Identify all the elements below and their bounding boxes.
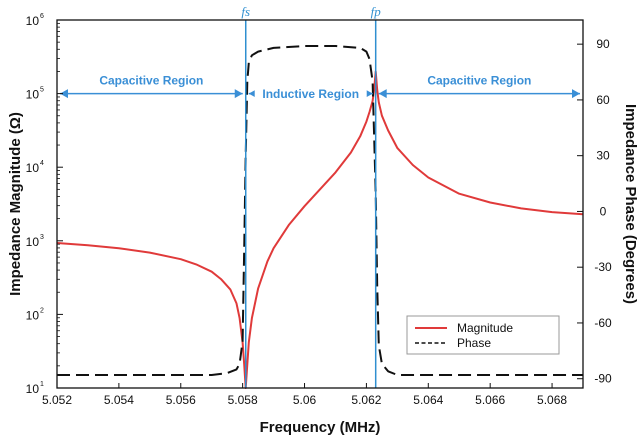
y-left-tick-exp: 6 xyxy=(40,13,44,20)
x-tick-label: 5.066 xyxy=(475,393,505,407)
plot-frame xyxy=(56,19,584,389)
x-axis-title: Frequency (MHz) xyxy=(260,419,381,436)
legend-label-magnitude: Magnitude xyxy=(457,321,513,335)
y-left-tick-exp: 2 xyxy=(40,307,44,314)
y-left-tick-exp: 4 xyxy=(40,160,44,167)
legend-label-phase: Phase xyxy=(457,336,491,350)
y-left-tick-base: 10 xyxy=(26,88,40,102)
y-right-tick-label: 60 xyxy=(596,93,610,107)
x-tick-label: 5.064 xyxy=(413,393,443,407)
series-line-magnitude xyxy=(56,70,584,389)
y-right-tick-label: 0 xyxy=(600,204,607,218)
region-arrowhead-left-capacitive-left xyxy=(60,89,68,99)
y-right-tick-label: -60 xyxy=(594,316,612,330)
region-arrowhead-right-capacitive-right xyxy=(572,89,580,99)
marker-label-fs: fs xyxy=(241,4,250,19)
y-left-tick-base: 10 xyxy=(26,382,40,396)
region-capacitive-right: Capacitive Region xyxy=(378,74,580,99)
x-tick-label: 5.058 xyxy=(228,393,258,407)
y-left-tick-base: 10 xyxy=(26,235,40,249)
y-left-tick-exp: 5 xyxy=(40,87,44,94)
y-left-tick-base: 10 xyxy=(26,161,40,175)
x-tick-label: 5.062 xyxy=(351,393,381,407)
y-right-tick-label: -90 xyxy=(594,372,612,386)
region-label-capacitive-right: Capacitive Region xyxy=(427,74,531,88)
y-axis-left-title: Impedance Magnitude (Ω) xyxy=(7,112,24,296)
y-right-tick-label: 90 xyxy=(596,37,610,51)
region-arrowhead-left-capacitive-right xyxy=(378,89,387,99)
region-arrowhead-right-capacitive-left xyxy=(234,89,243,99)
y-left-tick-exp: 1 xyxy=(40,381,44,388)
region-capacitive-left: Capacitive Region xyxy=(60,74,243,99)
x-tick-label: 5.052 xyxy=(42,393,72,407)
y-left-tick-exp: 3 xyxy=(40,234,44,241)
x-tick-label: 5.056 xyxy=(166,393,196,407)
x-tick-label: 5.054 xyxy=(104,393,134,407)
series-line-phase xyxy=(57,45,583,376)
legend-box xyxy=(406,315,560,355)
y-right-tick-label: -30 xyxy=(594,260,612,274)
x-tick-label: 5.06 xyxy=(293,393,317,407)
y-axis-right-title: Impedance Phase (Degrees) xyxy=(622,104,639,304)
y-left-tick-base: 10 xyxy=(26,14,40,28)
region-inductive: Inductive Region xyxy=(248,85,373,102)
region-label-inductive: Inductive Region xyxy=(262,87,359,101)
marker-label-fp: fp xyxy=(371,4,382,19)
region-label-bg-inductive xyxy=(254,85,367,102)
x-tick-label: 5.068 xyxy=(537,393,567,407)
y-right-tick-label: 30 xyxy=(596,149,610,163)
region-label-capacitive-left: Capacitive Region xyxy=(99,74,203,88)
y-left-tick-base: 10 xyxy=(26,308,40,322)
